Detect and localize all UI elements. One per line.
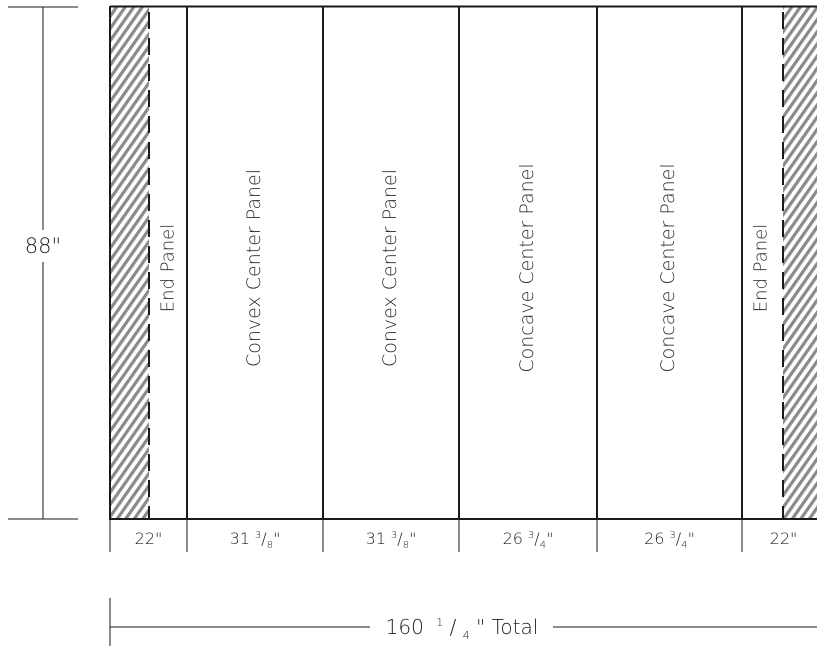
total-dimension: 160 1 / 4 " Total	[109, 598, 817, 646]
panel-width-label: 31 3/8"	[366, 529, 417, 551]
total-suffix: " Total	[476, 615, 538, 639]
panel-width-label: 22"	[135, 529, 163, 548]
panel-label: Convex Center Panel	[243, 169, 265, 367]
panel-label: Concave Center Panel	[657, 163, 679, 372]
total-whole: 160	[386, 615, 424, 639]
height-dimension: 88"	[8, 6, 78, 520]
total-fraction-numerator: 1	[436, 616, 443, 629]
panel-label: End Panel	[751, 224, 772, 313]
left-hatch-strip	[111, 7, 149, 519]
total-fraction-denominator: 4	[463, 629, 470, 642]
panel-width-label: 22"	[770, 529, 798, 548]
total-label: 160 1 / 4 " Total	[386, 607, 539, 644]
panel-label: Concave Center Panel	[516, 163, 538, 372]
width-dimension-row: 22" 31 3/8" 31 3/8" 26 3/4" 26 3/4" 22"	[109, 519, 798, 552]
panel-dividers	[186, 6, 743, 520]
panel-width-label: 26 3/4"	[503, 529, 554, 551]
panel-label: End Panel	[158, 224, 179, 313]
height-label: 88"	[25, 234, 61, 258]
panel-labels: End Panel Convex Center Panel Convex Cente…	[158, 163, 772, 372]
panel-width-label: 26 3/4"	[644, 529, 695, 551]
panel-width-label: 31 3/8"	[230, 529, 281, 551]
panel-label: Convex Center Panel	[379, 169, 401, 367]
right-hatch-strip	[783, 7, 817, 519]
